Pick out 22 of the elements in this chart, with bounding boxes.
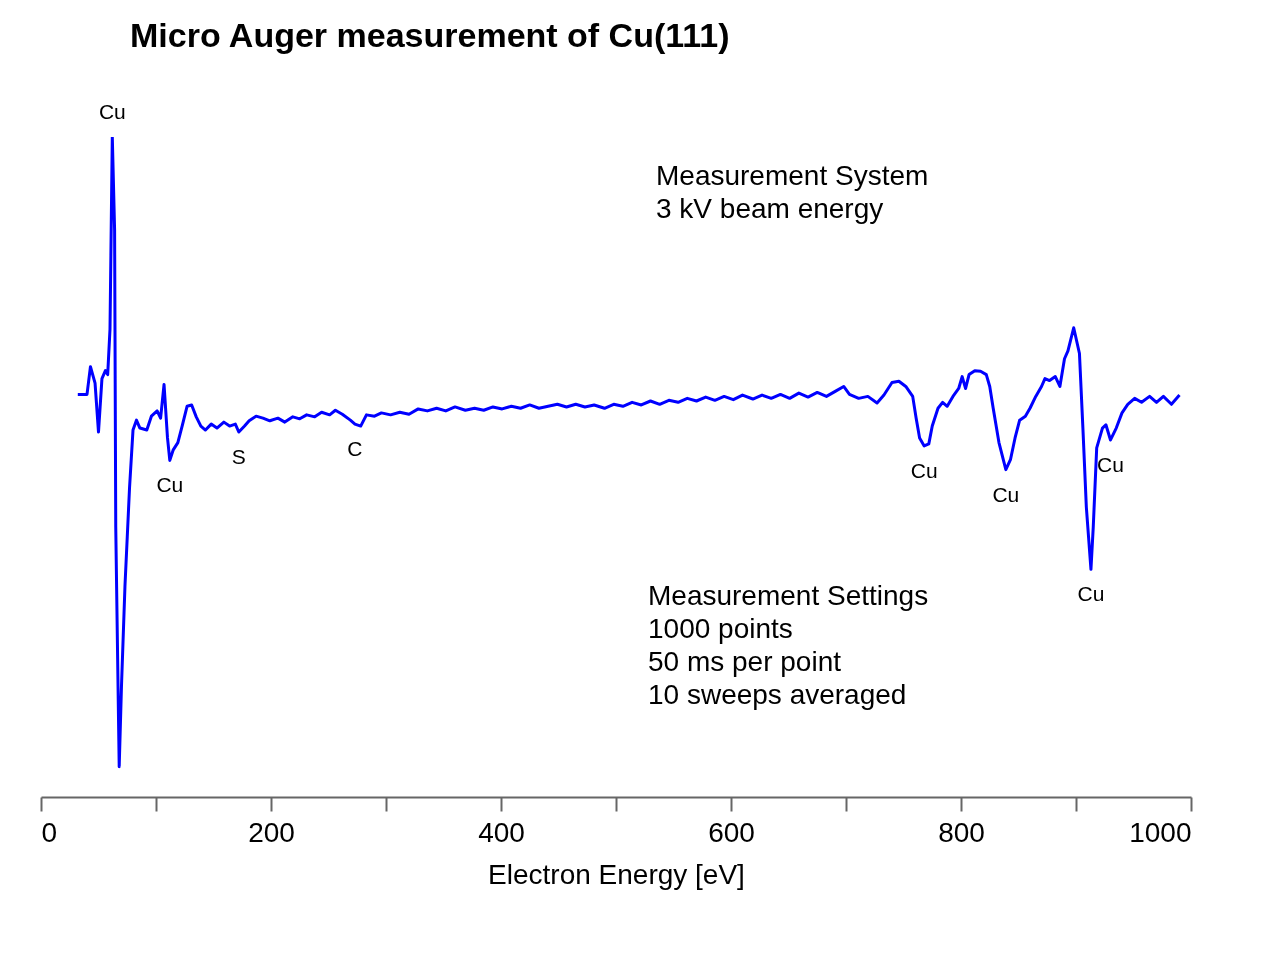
x-tick-label: 0 <box>41 816 58 848</box>
x-tick-label: 1000 <box>1129 816 1192 848</box>
annotation: Cu <box>1077 582 1105 606</box>
annotation: 3 kV beam energy <box>656 193 884 224</box>
annotation: Measurement Settings <box>648 580 929 611</box>
x-tick-label: 400 <box>478 816 525 848</box>
x-axis-title: Electron Energy [eV] <box>488 858 745 890</box>
annotation: Measurement System <box>656 160 929 191</box>
annotation: C <box>347 437 363 461</box>
x-tick-label: 200 <box>248 816 295 848</box>
chart-title: Micro Auger measurement of Cu(111) <box>130 16 730 54</box>
annotation: Cu <box>910 458 938 482</box>
annotation: Cu <box>156 473 184 497</box>
annotation: 50 ms per point <box>648 646 842 677</box>
x-tick-label: 600 <box>708 816 755 848</box>
annotation: S <box>231 445 246 469</box>
x-tick-label: 800 <box>938 816 985 848</box>
annotation: Cu <box>98 100 126 123</box>
annotation: Cu <box>1097 452 1124 476</box>
annotation: 1000 points <box>648 613 793 644</box>
annotation: 10 sweeps averaged <box>648 679 907 710</box>
annotation: Cu <box>992 482 1020 506</box>
